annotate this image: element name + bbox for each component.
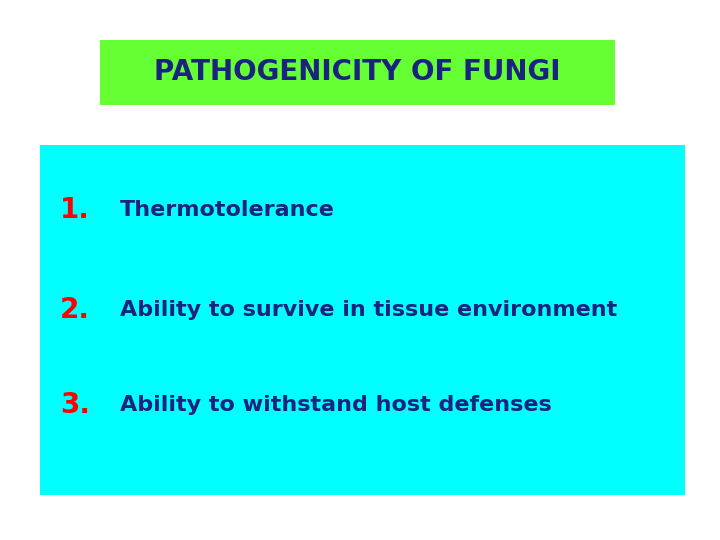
Text: 1.: 1. xyxy=(60,196,90,224)
Text: Ability to survive in tissue environment: Ability to survive in tissue environment xyxy=(120,300,617,320)
FancyBboxPatch shape xyxy=(100,40,615,105)
Text: PATHOGENICITY OF FUNGI: PATHOGENICITY OF FUNGI xyxy=(154,58,561,86)
Text: 2.: 2. xyxy=(60,296,90,324)
Text: Thermotolerance: Thermotolerance xyxy=(120,200,335,220)
Text: 3.: 3. xyxy=(60,391,90,419)
FancyBboxPatch shape xyxy=(40,145,685,495)
Text: Ability to withstand host defenses: Ability to withstand host defenses xyxy=(120,395,552,415)
